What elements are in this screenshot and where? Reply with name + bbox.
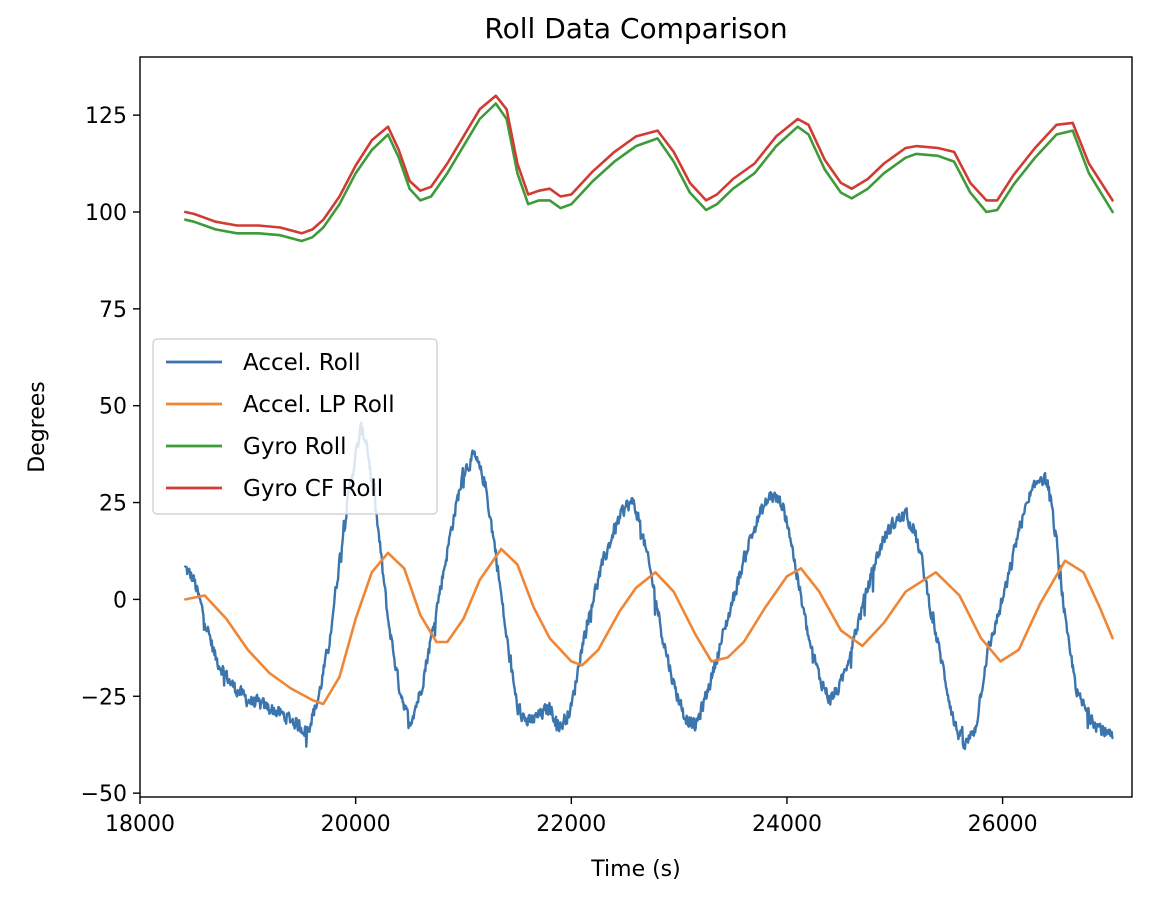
x-tick-label: 24000 bbox=[752, 812, 822, 837]
series-line-3 bbox=[184, 94, 1114, 235]
legend-label: Gyro CF Roll bbox=[243, 476, 383, 502]
y-tick-label: −50 bbox=[81, 782, 127, 807]
x-tick-label: 20000 bbox=[321, 812, 391, 837]
legend-label: Gyro Roll bbox=[243, 434, 347, 460]
y-axis: −50 −25 0 25 50 75 100 125 bbox=[81, 104, 140, 807]
x-axis-label: Time (s) bbox=[590, 857, 680, 882]
series-line-1 bbox=[184, 547, 1114, 706]
x-tick-label: 26000 bbox=[968, 812, 1038, 837]
series-line-0 bbox=[184, 421, 1114, 751]
x-tick-label: 22000 bbox=[536, 812, 606, 837]
x-tick-label: 18000 bbox=[105, 812, 175, 837]
plot-frame bbox=[139, 56, 1133, 798]
legend-label: Accel. Roll bbox=[243, 350, 361, 376]
y-tick-label: 25 bbox=[99, 492, 127, 517]
series-layer bbox=[184, 94, 1114, 751]
y-tick-label: 50 bbox=[99, 395, 127, 420]
series-line-2 bbox=[184, 102, 1114, 243]
chart-title: Roll Data Comparison bbox=[484, 12, 787, 45]
y-tick-label: −25 bbox=[81, 685, 127, 710]
y-tick-label: 0 bbox=[113, 588, 127, 613]
legend: Accel. Roll Accel. LP Roll Gyro Roll Gyro C… bbox=[152, 338, 438, 515]
legend-label: Accel. LP Roll bbox=[243, 392, 395, 418]
legend-box bbox=[152, 338, 438, 515]
x-axis: 18000 20000 22000 24000 26000 bbox=[105, 797, 1038, 837]
y-axis-label: Degrees bbox=[25, 381, 50, 473]
y-tick-label: 75 bbox=[99, 298, 127, 323]
y-tick-label: 125 bbox=[85, 104, 127, 129]
y-tick-label: 100 bbox=[85, 201, 127, 226]
